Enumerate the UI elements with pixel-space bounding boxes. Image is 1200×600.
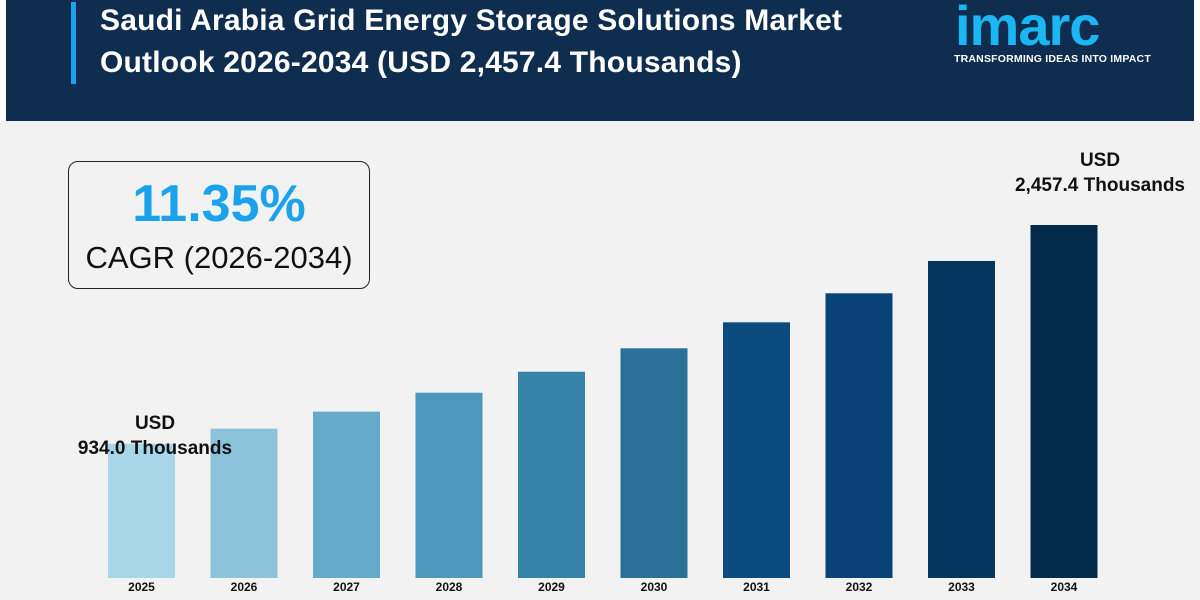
x-tick-label: 2029: [538, 580, 565, 594]
header-banner: Saudi Arabia Grid Energy Storage Solutio…: [0, 0, 1200, 121]
x-tick-label: 2033: [948, 580, 975, 594]
cagr-value: 11.35%: [132, 175, 306, 233]
title-line-1: Saudi Arabia Grid Energy Storage Solutio…: [100, 4, 843, 37]
x-tick-label: 2025: [128, 580, 155, 594]
cagr-label: CAGR (2026-2034): [85, 240, 353, 275]
bar-2026: [210, 428, 278, 578]
start-annotation-line-2: 934.0 Thousands: [77, 438, 233, 459]
bar-2034: [1030, 225, 1098, 578]
x-tick-label: 2030: [641, 580, 668, 594]
imarc-logo: imarc: [955, 0, 1165, 72]
cagr-box: 11.35% CAGR (2026-2034): [68, 161, 370, 289]
bar-2030: [620, 348, 688, 578]
title-accent-bar: [71, 2, 76, 84]
bar-2031: [723, 322, 790, 578]
bar-2033: [928, 260, 995, 578]
bar-2029: [518, 371, 585, 578]
header-right-edge: [1194, 0, 1200, 121]
header-left-edge: [0, 0, 6, 121]
end-annotation-line-1: USD: [1079, 150, 1121, 171]
end-annotation-line-2: 2,457.4 Thousands: [1014, 175, 1185, 196]
bar-2028: [415, 392, 483, 578]
bar-2025: [108, 443, 175, 578]
logo-tagline: TRANSFORMING IDEAS INTO IMPACT: [954, 53, 1151, 65]
x-tick-label: 2026: [231, 580, 258, 594]
start-annotation-line-1: USD: [134, 413, 176, 434]
x-tick-label: 2034: [1051, 580, 1078, 594]
end-value-annotation: USD 2,457.4 Thousands: [1000, 148, 1200, 198]
x-tick-label: 2032: [846, 580, 873, 594]
page-title: Saudi Arabia Grid Energy Storage Solutio…: [100, 0, 960, 84]
x-tick-label: 2031: [743, 580, 770, 594]
logo-wordmark: imarc: [955, 0, 1100, 57]
x-tick-label: 2028: [436, 580, 463, 594]
bar-2032: [825, 293, 893, 578]
start-value-annotation: USD 934.0 Thousands: [55, 411, 255, 461]
bar-2027: [313, 411, 380, 578]
x-tick-label: 2027: [333, 580, 360, 594]
title-line-2: Outlook 2026-2034 (USD 2,457.4 Thousands…: [100, 46, 742, 79]
